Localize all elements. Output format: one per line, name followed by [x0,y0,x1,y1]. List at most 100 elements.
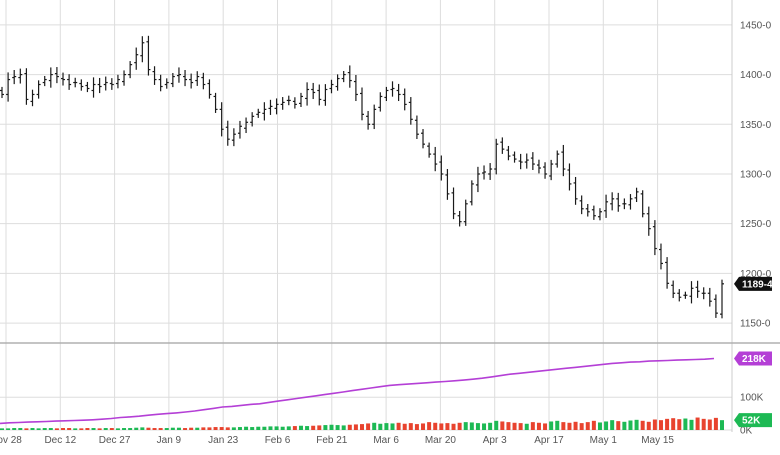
last-price-badge-label: 1189-4 [742,279,773,290]
volume-bar [12,428,17,430]
volume-bar [451,423,456,430]
volume-bar [658,420,663,430]
date-tick-label: May 15 [641,435,674,446]
volume-bar [158,428,163,430]
volume-bar [176,427,181,430]
last-price-badge: 1189-4 [734,276,773,291]
volume-bar [720,420,724,430]
volume-bar [707,419,712,430]
volume-bar [0,428,4,430]
value-badges: 1189-4 218K 52K [734,276,773,428]
date-tick-label: Jan 9 [157,435,182,446]
open-interest-badge-label: 218K [742,354,767,365]
volume-bar [634,419,639,430]
volume-bar [115,428,120,430]
volume-bar [384,423,389,430]
volume-bar [536,422,541,430]
volume-bar [189,427,194,430]
volume-bar [414,424,419,430]
volume-bar [213,427,218,430]
volume-bar [323,425,328,430]
volume-bar [103,428,108,430]
volume-bar [506,422,511,430]
volume-bar [225,427,230,430]
volume-bar [317,425,322,430]
price-bars [0,35,724,319]
volume-bar [353,424,358,430]
volume-bar [335,425,340,430]
volume-bar [152,428,157,430]
volume-bar [378,423,383,430]
volume-bar [280,426,285,430]
price-tick-label: 1450-0 [740,20,772,31]
volume-bar [610,420,615,430]
volume-bar [683,418,688,430]
date-tick-label: Dec 27 [99,435,131,446]
volume-bar [183,428,188,430]
volume-bar [109,428,114,430]
volume-bar [329,424,334,430]
volume-bar [341,425,346,430]
date-tick-label: Feb 6 [265,435,291,446]
volume-bar [48,428,53,430]
volume-bar [585,422,590,430]
volume-bar [616,421,621,430]
volume-bar [469,422,474,430]
grid [0,0,732,431]
volume-bars [0,417,724,430]
volume-bar [482,423,487,430]
date-tick-label: Mar 6 [373,435,399,446]
volume-bar [97,428,102,430]
open-interest-line [0,357,715,425]
open-interest-badge-shape [734,351,772,366]
volume-bar [219,427,224,430]
volume-bar [128,428,133,430]
volume-bar [231,427,236,430]
volume-bar [36,428,41,430]
volume-bar [79,428,84,430]
volume-bar [54,428,59,430]
volume-bar [366,423,371,430]
volume-bar [262,426,267,430]
open-interest-badge: 218K [734,351,772,366]
volume-bar [433,422,438,430]
volume-bar [677,419,682,430]
volume-bar [701,418,706,430]
volume-bar [305,426,310,430]
price-tick-label: 1300-0 [740,169,772,180]
volume-bar [695,417,700,430]
volume-badge-shape [734,413,772,428]
volume-bar [591,420,596,430]
last-price-badge-shape [734,276,772,291]
volume-bar [402,423,407,430]
volume-bar [445,423,450,430]
volume-bar [475,423,480,430]
date-tick-label: Feb 21 [316,435,348,446]
volume-bar [372,422,377,430]
volume-bar [244,426,249,430]
volume-bar [250,427,255,430]
volume-bar [85,428,90,430]
volume-bar [292,426,297,430]
volume-bar [488,422,493,430]
volume-bar [427,422,432,430]
volume-bar [286,426,291,430]
volume-bar [6,428,11,430]
volume-bar [555,420,560,430]
volume-bar [494,420,499,430]
volume-bar [170,427,175,430]
volume-bar [347,424,352,430]
volume-bar [439,423,444,430]
volume-bar [256,426,261,430]
volume-bar [543,423,548,430]
volume-bar [500,421,505,430]
volume-bar [579,423,584,430]
volume-bar [665,418,670,430]
volume-badge: 52K [734,413,772,428]
volume-bar [91,428,96,430]
volume-bar [195,427,200,430]
volume-bar [512,422,517,430]
volume-bar [201,427,206,430]
